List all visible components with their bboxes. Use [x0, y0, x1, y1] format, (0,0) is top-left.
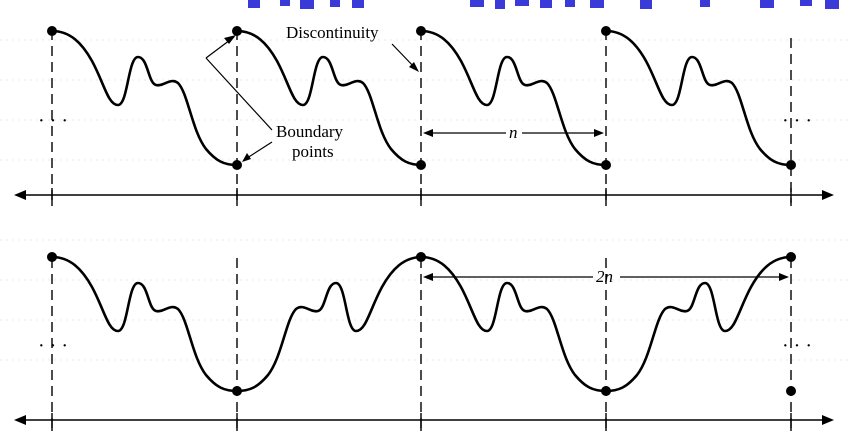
period-n-label: n	[509, 123, 518, 142]
boundary-point	[786, 252, 796, 262]
ellipsis-right-bottom: · · ·	[782, 335, 812, 357]
clipped-header	[248, 0, 839, 9]
discontinuity-arrowhead	[409, 62, 419, 72]
signal-segment	[50, 255, 239, 393]
boundary-point	[601, 26, 611, 36]
top-axis-left-arrow	[14, 190, 26, 200]
boundary-point	[47, 26, 57, 36]
boundary-point	[232, 386, 242, 396]
top-signal-curves	[50, 29, 793, 167]
boundary-point	[232, 26, 242, 36]
boundary-leader-upper	[205, 57, 273, 131]
signal-segment	[235, 29, 424, 167]
boundary-point	[416, 160, 426, 170]
boundary-point	[601, 386, 611, 396]
signal-segment	[50, 29, 239, 167]
boundary-point	[786, 160, 796, 170]
period-n-arrowhead-right	[594, 129, 604, 137]
boundary-point	[601, 160, 611, 170]
bottom-axis-left-arrow	[14, 415, 26, 425]
top-panel: · · · · · · Discontinuity Boundary point…	[14, 23, 834, 206]
top-axis-right-arrow	[822, 190, 834, 200]
signal-segment	[419, 29, 608, 167]
bottom-signal-curves	[50, 255, 793, 393]
boundary-point	[786, 386, 796, 396]
ellipsis-left-top: · · ·	[38, 110, 68, 132]
boundary-point	[47, 252, 57, 262]
signal-segment-mirrored	[604, 255, 793, 393]
ellipsis-left-bottom: · · ·	[38, 335, 68, 357]
discontinuity-label: Discontinuity	[286, 23, 379, 42]
period-n-arrowhead-left	[423, 129, 433, 137]
boundary-points-label-line2: points	[292, 142, 334, 161]
period-2n-arrowhead-left	[423, 273, 433, 281]
signal-segment	[604, 29, 793, 167]
boundary-point	[416, 252, 426, 262]
boundary-arrowhead-lower	[242, 153, 251, 162]
ellipsis-right-top: · · ·	[782, 110, 812, 132]
boundary-point	[416, 26, 426, 36]
boundary-arrowhead-upper	[224, 35, 236, 44]
boundary-point	[232, 160, 242, 170]
bottom-axis-right-arrow	[822, 415, 834, 425]
signal-segment-mirrored	[235, 255, 424, 393]
boundary-points-label-line1: Boundary	[276, 122, 344, 141]
bottom-panel: · · · · · · 2n	[14, 252, 834, 431]
period-2n-label: 2n	[596, 267, 613, 286]
period-2n-arrowhead-right	[779, 273, 789, 281]
signal-segment	[419, 255, 608, 393]
